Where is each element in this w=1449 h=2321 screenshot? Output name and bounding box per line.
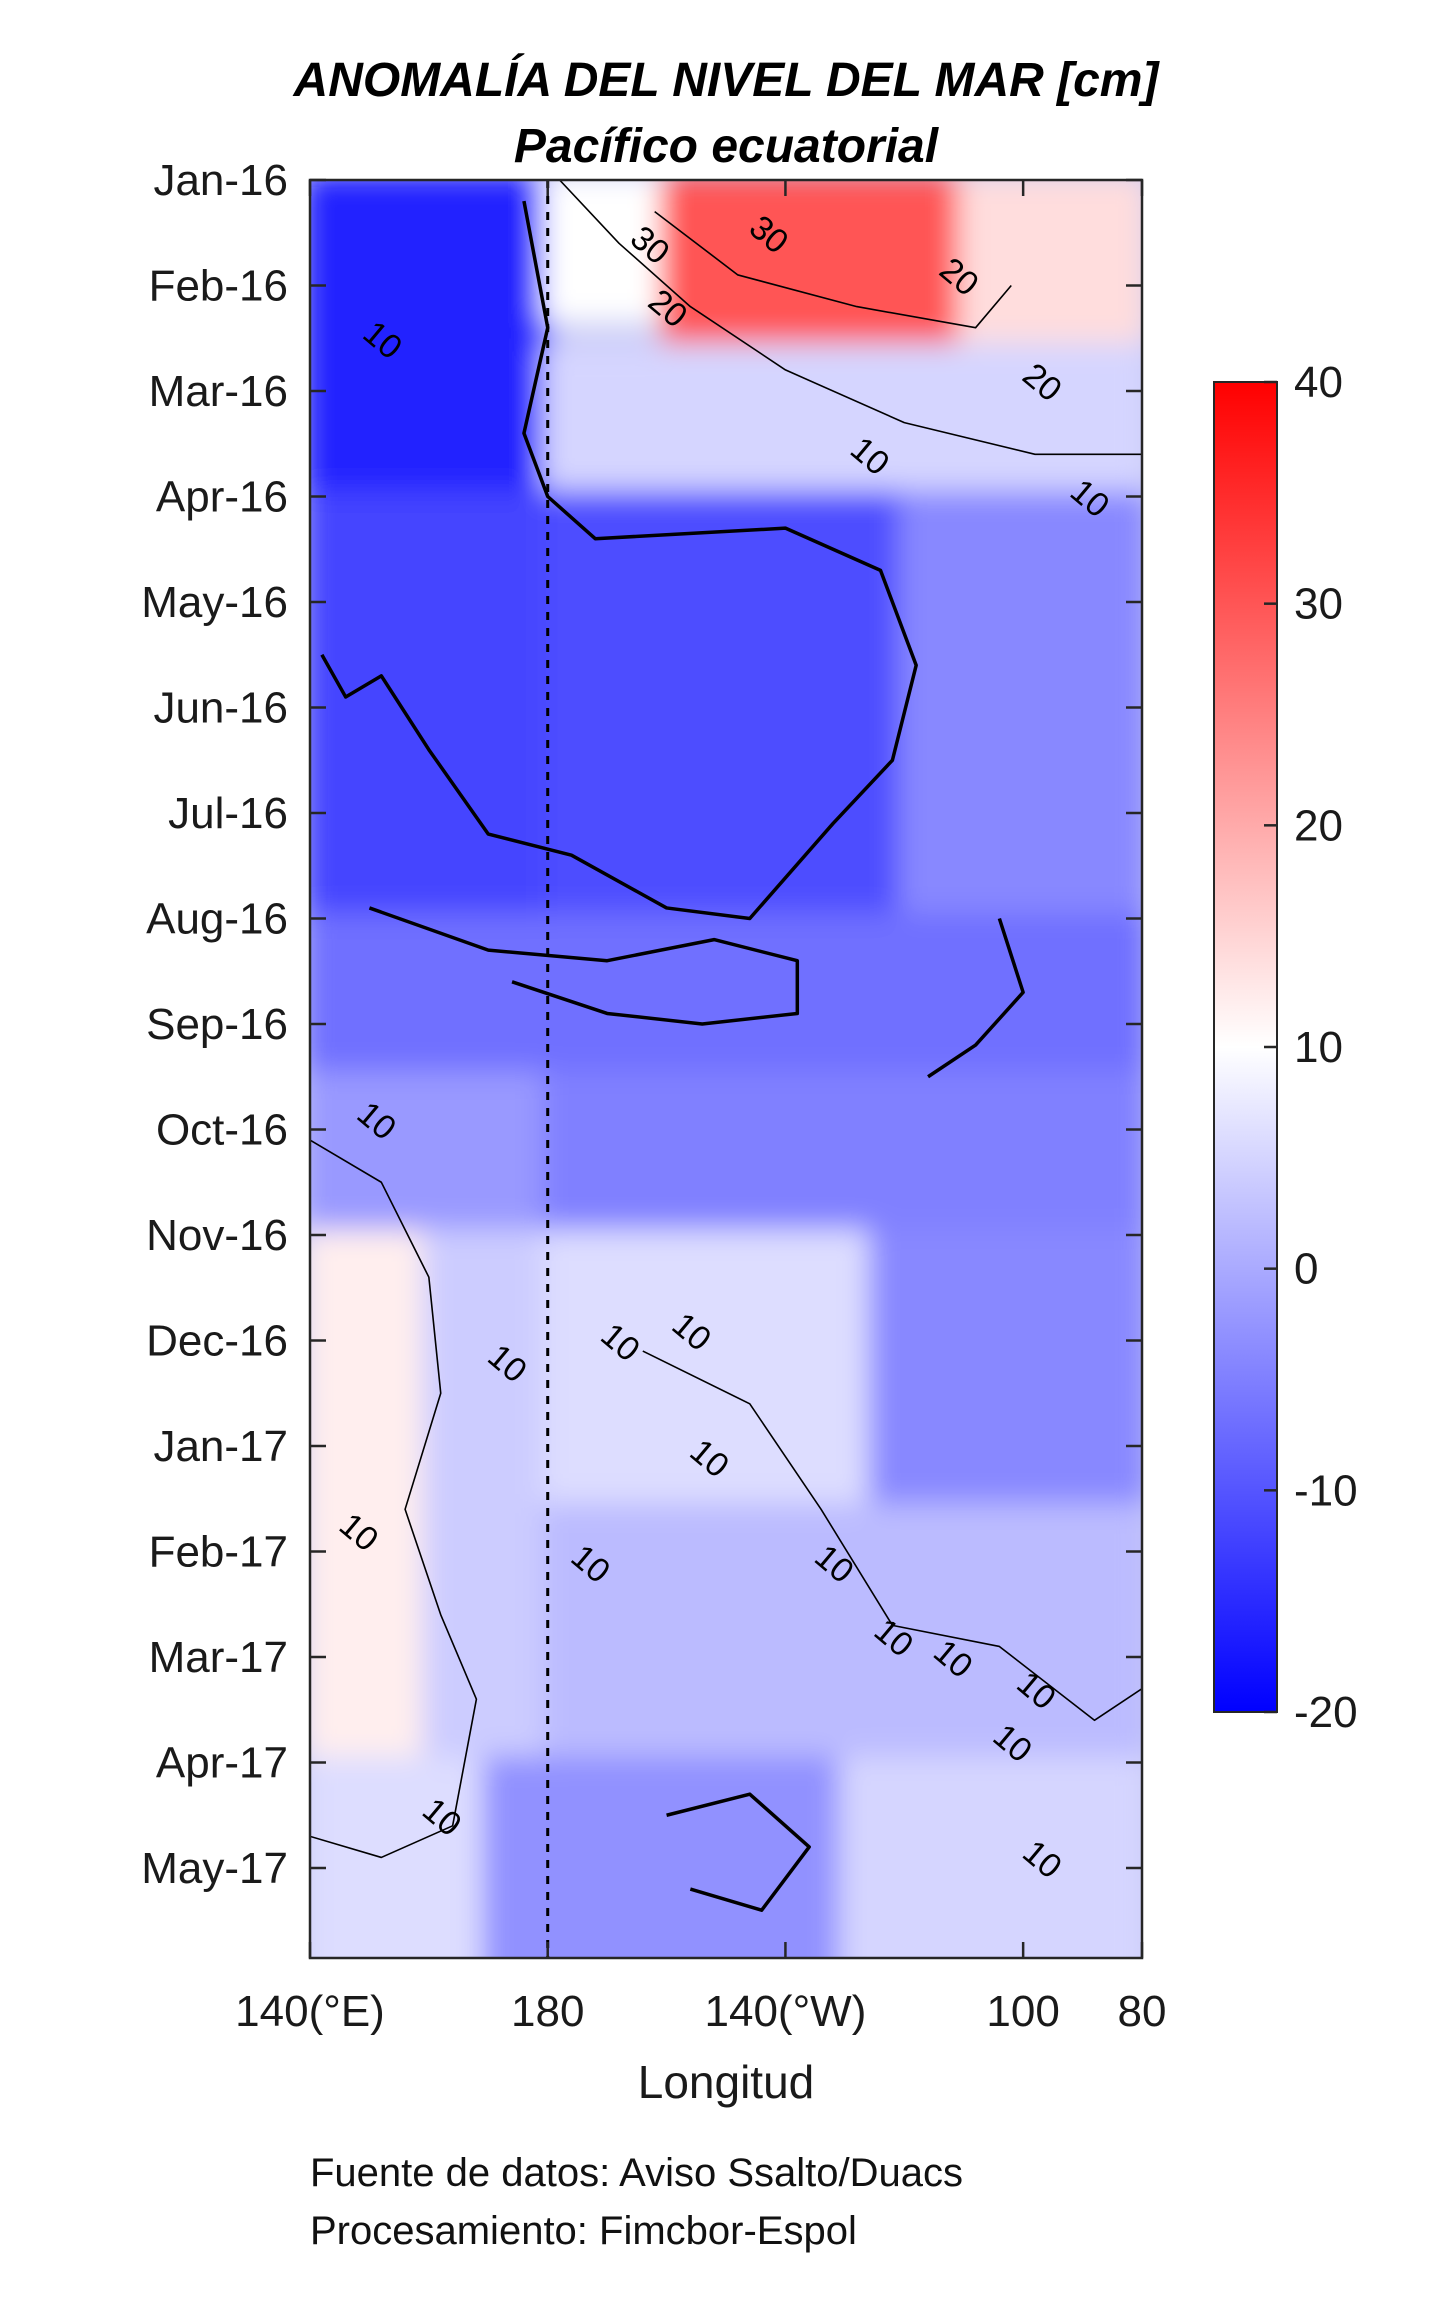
- chart-title: ANOMALÍA DEL NIVEL DEL MAR [cm]: [293, 53, 1161, 107]
- y-tick-label: Feb-16: [149, 262, 288, 311]
- contour-label: 10: [902, 2033, 955, 2086]
- anomaly-cell: [541, 180, 673, 324]
- y-tick-label: Apr-17: [156, 1739, 288, 1788]
- y-tick-label: Jul-16: [168, 789, 288, 838]
- x-tick-label: 80: [1118, 1987, 1167, 2036]
- colorbar-tick-label: 10: [1294, 1023, 1343, 1072]
- anomaly-cell: [310, 1070, 554, 1241]
- contour-line: [368, 906, 800, 1026]
- anomaly-cell: [660, 180, 970, 355]
- anomaly-cell: [422, 1229, 554, 1769]
- anomaly-cell: [310, 1229, 435, 1769]
- anomaly-cell: [898, 490, 1142, 925]
- anomaly-cell: [310, 180, 554, 503]
- y-tick-label: May-17: [141, 1844, 288, 1893]
- y-tick-label: Mar-17: [149, 1633, 288, 1682]
- y-tick-label: May-16: [141, 578, 288, 627]
- contour-label: 10: [326, 2044, 379, 2097]
- contour-line: [927, 917, 1025, 1079]
- anomaly-cell: [310, 490, 554, 925]
- y-tick-label: Nov-16: [146, 1211, 288, 1260]
- colorbar-tick-label: -10: [1294, 1466, 1358, 1515]
- contour-line: [654, 211, 1012, 329]
- x-tick-label: 140(°W): [705, 1987, 867, 2036]
- y-tick-label: Mar-16: [149, 367, 288, 416]
- contour-line: [559, 180, 1142, 456]
- plot-frame: [308, 178, 1144, 1960]
- y-tick-label: Feb-17: [149, 1528, 288, 1577]
- y-tick-label: Jan-17: [153, 1422, 288, 1471]
- y-tick-label: Sep-16: [146, 1000, 288, 1049]
- colorbar-tick-label: 0: [1294, 1245, 1318, 1294]
- chart-subtitle: Pacífico ecuatorial: [514, 120, 940, 173]
- colorbar-tick-label: 20: [1294, 801, 1343, 850]
- contour-lines: [310, 180, 1142, 2079]
- colorbar-tick-label: -20: [1294, 1688, 1358, 1737]
- data-source-credit: Fuente de datos: Aviso Ssalto/Duacs: [310, 2151, 963, 2195]
- x-axis-label: Longitud: [638, 2056, 815, 2108]
- contour-label: 10: [1057, 1970, 1110, 2023]
- y-tick-label: Dec-16: [146, 1317, 288, 1366]
- anomaly-cell: [541, 1070, 1142, 1241]
- colorbar-tick-label: 30: [1294, 580, 1343, 629]
- y-tick-label: Aug-16: [146, 895, 288, 944]
- anomaly-cell: [868, 1229, 1142, 1516]
- anomaly-cell: [482, 1756, 851, 1958]
- y-tick-label: Oct-16: [156, 1106, 288, 1155]
- processing-credit: Procesamiento: Fimcbor-Espol: [310, 2209, 857, 2253]
- anomaly-cell: [541, 1229, 881, 1516]
- contour-line: [666, 1792, 811, 1912]
- x-tick-label: 180: [511, 1987, 584, 2036]
- contour-line: [320, 200, 918, 921]
- colorbar-tick-label: 40: [1294, 358, 1343, 407]
- contour-line: [369, 2037, 583, 2079]
- anomaly-cell: [541, 342, 1142, 503]
- anomaly-cell: [310, 912, 1142, 1083]
- contour-line: [310, 1139, 478, 1859]
- contour-line: [821, 1995, 1142, 2058]
- y-tick-label: Apr-16: [156, 473, 288, 522]
- x-tick-label: 140(°E): [235, 1987, 385, 2036]
- anomaly-cell: [541, 490, 911, 925]
- y-tick-label: Jan-16: [153, 156, 288, 205]
- anomaly-cell: [838, 1756, 1142, 1958]
- x-tick-label: 100: [986, 1987, 1059, 2036]
- anomaly-cell: [541, 1503, 1142, 1769]
- anomaly-cell: [310, 1756, 495, 1958]
- contour-line: [642, 1350, 1142, 1722]
- y-tick-label: Jun-16: [153, 684, 288, 733]
